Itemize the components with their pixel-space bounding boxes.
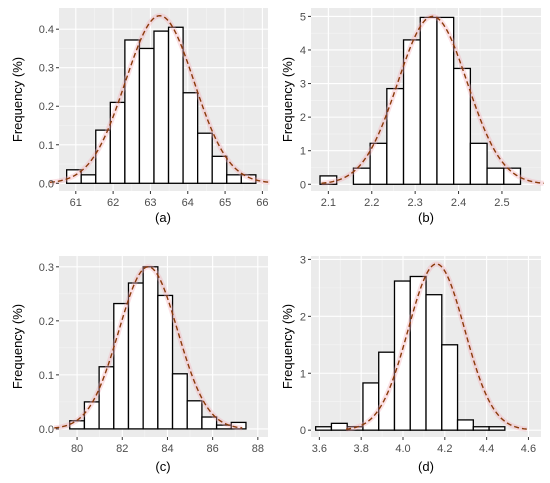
histogram-bar [142,266,159,430]
x-tick-label: 86 [207,443,219,455]
histogram-bar [425,294,443,431]
x-tick-label: 66 [256,197,268,209]
histogram-bar [211,155,228,184]
x-tick-label: 4.6 [521,443,536,455]
histogram-bar [186,400,203,430]
density-line [321,15,544,184]
x-tick-label: 2.4 [451,197,466,209]
y-tick-label: 0.3 [39,63,54,75]
panel-a: 61 62 63 64 65 66 0.0 0.1 0.2 0.3 0.4 Frequency (%… [10,8,270,225]
y-axis-title-d: Frequency (%) [280,304,295,389]
y-tick-label: 0.2 [39,101,54,113]
x-tick-label: 2.1 [321,197,336,209]
y-tick-label: 0.0 [39,178,54,190]
x-tick-label: 3.6 [312,443,327,455]
density-curve-d [345,261,528,432]
y-axis-title-a: Frequency (%) [10,57,25,142]
x-tick-label: 62 [107,197,119,209]
density-line [54,266,243,429]
y-tick-label: 0 [300,179,306,191]
bars-d [315,275,506,431]
y-tick-label: 5 [300,11,306,23]
panel-c: 80 82 84 86 88 0.0 0.1 0.2 0.3 Frequency (%) (c) [10,256,268,474]
histogram-bar [330,422,348,431]
histogram-bar [441,344,459,431]
y-tick-label: 0.1 [39,140,54,152]
histogram-bar [472,426,490,431]
x-tick-label: 64 [182,197,194,209]
histogram-bar [240,174,257,184]
histogram-bar [230,421,247,430]
histogram-bar [488,426,506,431]
x-tick-label: 4.2 [437,443,452,455]
panel-caption-d: (d) [418,459,434,474]
panel-d: 3.6 3.8 4.0 4.2 4.4 4.6 0 1 2 3 Frequency (%) (d) [280,254,541,474]
x-tick-label: 63 [144,197,156,209]
ticks-d: 3.6 3.8 4.0 4.2 4.4 4.6 0 1 2 3 [300,254,536,455]
y-tick-label: 2 [300,112,306,124]
histogram-bar [171,373,188,430]
x-tick-label: 3.8 [354,443,369,455]
x-tick-label: 61 [70,197,82,209]
x-tick-label: 2.3 [408,197,423,209]
histogram-bar [196,132,213,184]
x-tick-label: 84 [161,443,173,455]
ticks-a: 61 62 63 64 65 66 0.0 0.1 0.2 0.3 0.4 [39,24,269,209]
histogram-bar [456,419,474,431]
histogram-bar [80,174,97,184]
y-tick-label: 2 [300,311,306,323]
histogram-bar [319,175,338,185]
x-tick-label: 4.0 [395,443,410,455]
y-tick-label: 0.2 [39,316,54,328]
y-tick-label: 4 [300,45,306,57]
x-tick-label: 2.2 [364,197,379,209]
y-axis-title-b: Frequency (%) [280,57,295,142]
y-tick-label: 0.0 [39,424,54,436]
y-tick-label: 1 [300,146,306,158]
density-curve-b [321,13,544,186]
x-tick-label: 80 [71,443,83,455]
histogram-bar [138,47,155,184]
density-curve-a [49,13,270,185]
y-tick-label: 0.3 [39,262,54,274]
panel-b: 2.1 2.2 2.3 2.4 2.5 0 1 2 3 4 5 Frequency (%) (b) [280,8,544,225]
bars-b [319,16,522,185]
histogram-bar [127,282,144,430]
histogram-bar [157,294,174,430]
ticks-b: 2.1 2.2 2.3 2.4 2.5 0 1 2 3 4 5 [300,11,510,209]
ticks-c: 80 82 84 86 88 0.0 0.1 0.2 0.3 [39,262,264,455]
x-tick-label: 88 [252,443,264,455]
y-tick-label: 0.4 [39,24,54,36]
y-tick-label: 3 [300,79,306,91]
histogram-bar [469,142,488,185]
x-tick-label: 82 [116,443,128,455]
x-tick-label: 4.4 [479,443,494,455]
histogram-bar [315,426,333,431]
density-line [346,263,527,430]
y-tick-label: 3 [300,254,306,266]
histogram-bar [503,167,522,185]
histogram-bar [153,30,170,184]
histogram-bar [486,167,505,185]
panel-caption-a: (a) [155,210,171,225]
histogram-bar [419,16,438,185]
y-tick-label: 1 [300,368,306,380]
x-tick-label: 2.5 [494,197,509,209]
y-axis-title-c: Frequency (%) [10,304,25,389]
x-tick-label: 65 [219,197,231,209]
panel-caption-b: (b) [418,210,434,225]
panel-caption-c: (c) [155,459,170,474]
y-tick-label: 0 [300,425,306,437]
y-tick-label: 0.1 [39,370,54,382]
density-curve-c [53,264,243,431]
density-line [49,15,270,183]
histogram-bar [226,174,242,184]
bars-c [69,266,247,430]
histogram-bar [182,92,199,184]
histogram-bar [201,416,218,430]
bars-a [66,26,257,184]
